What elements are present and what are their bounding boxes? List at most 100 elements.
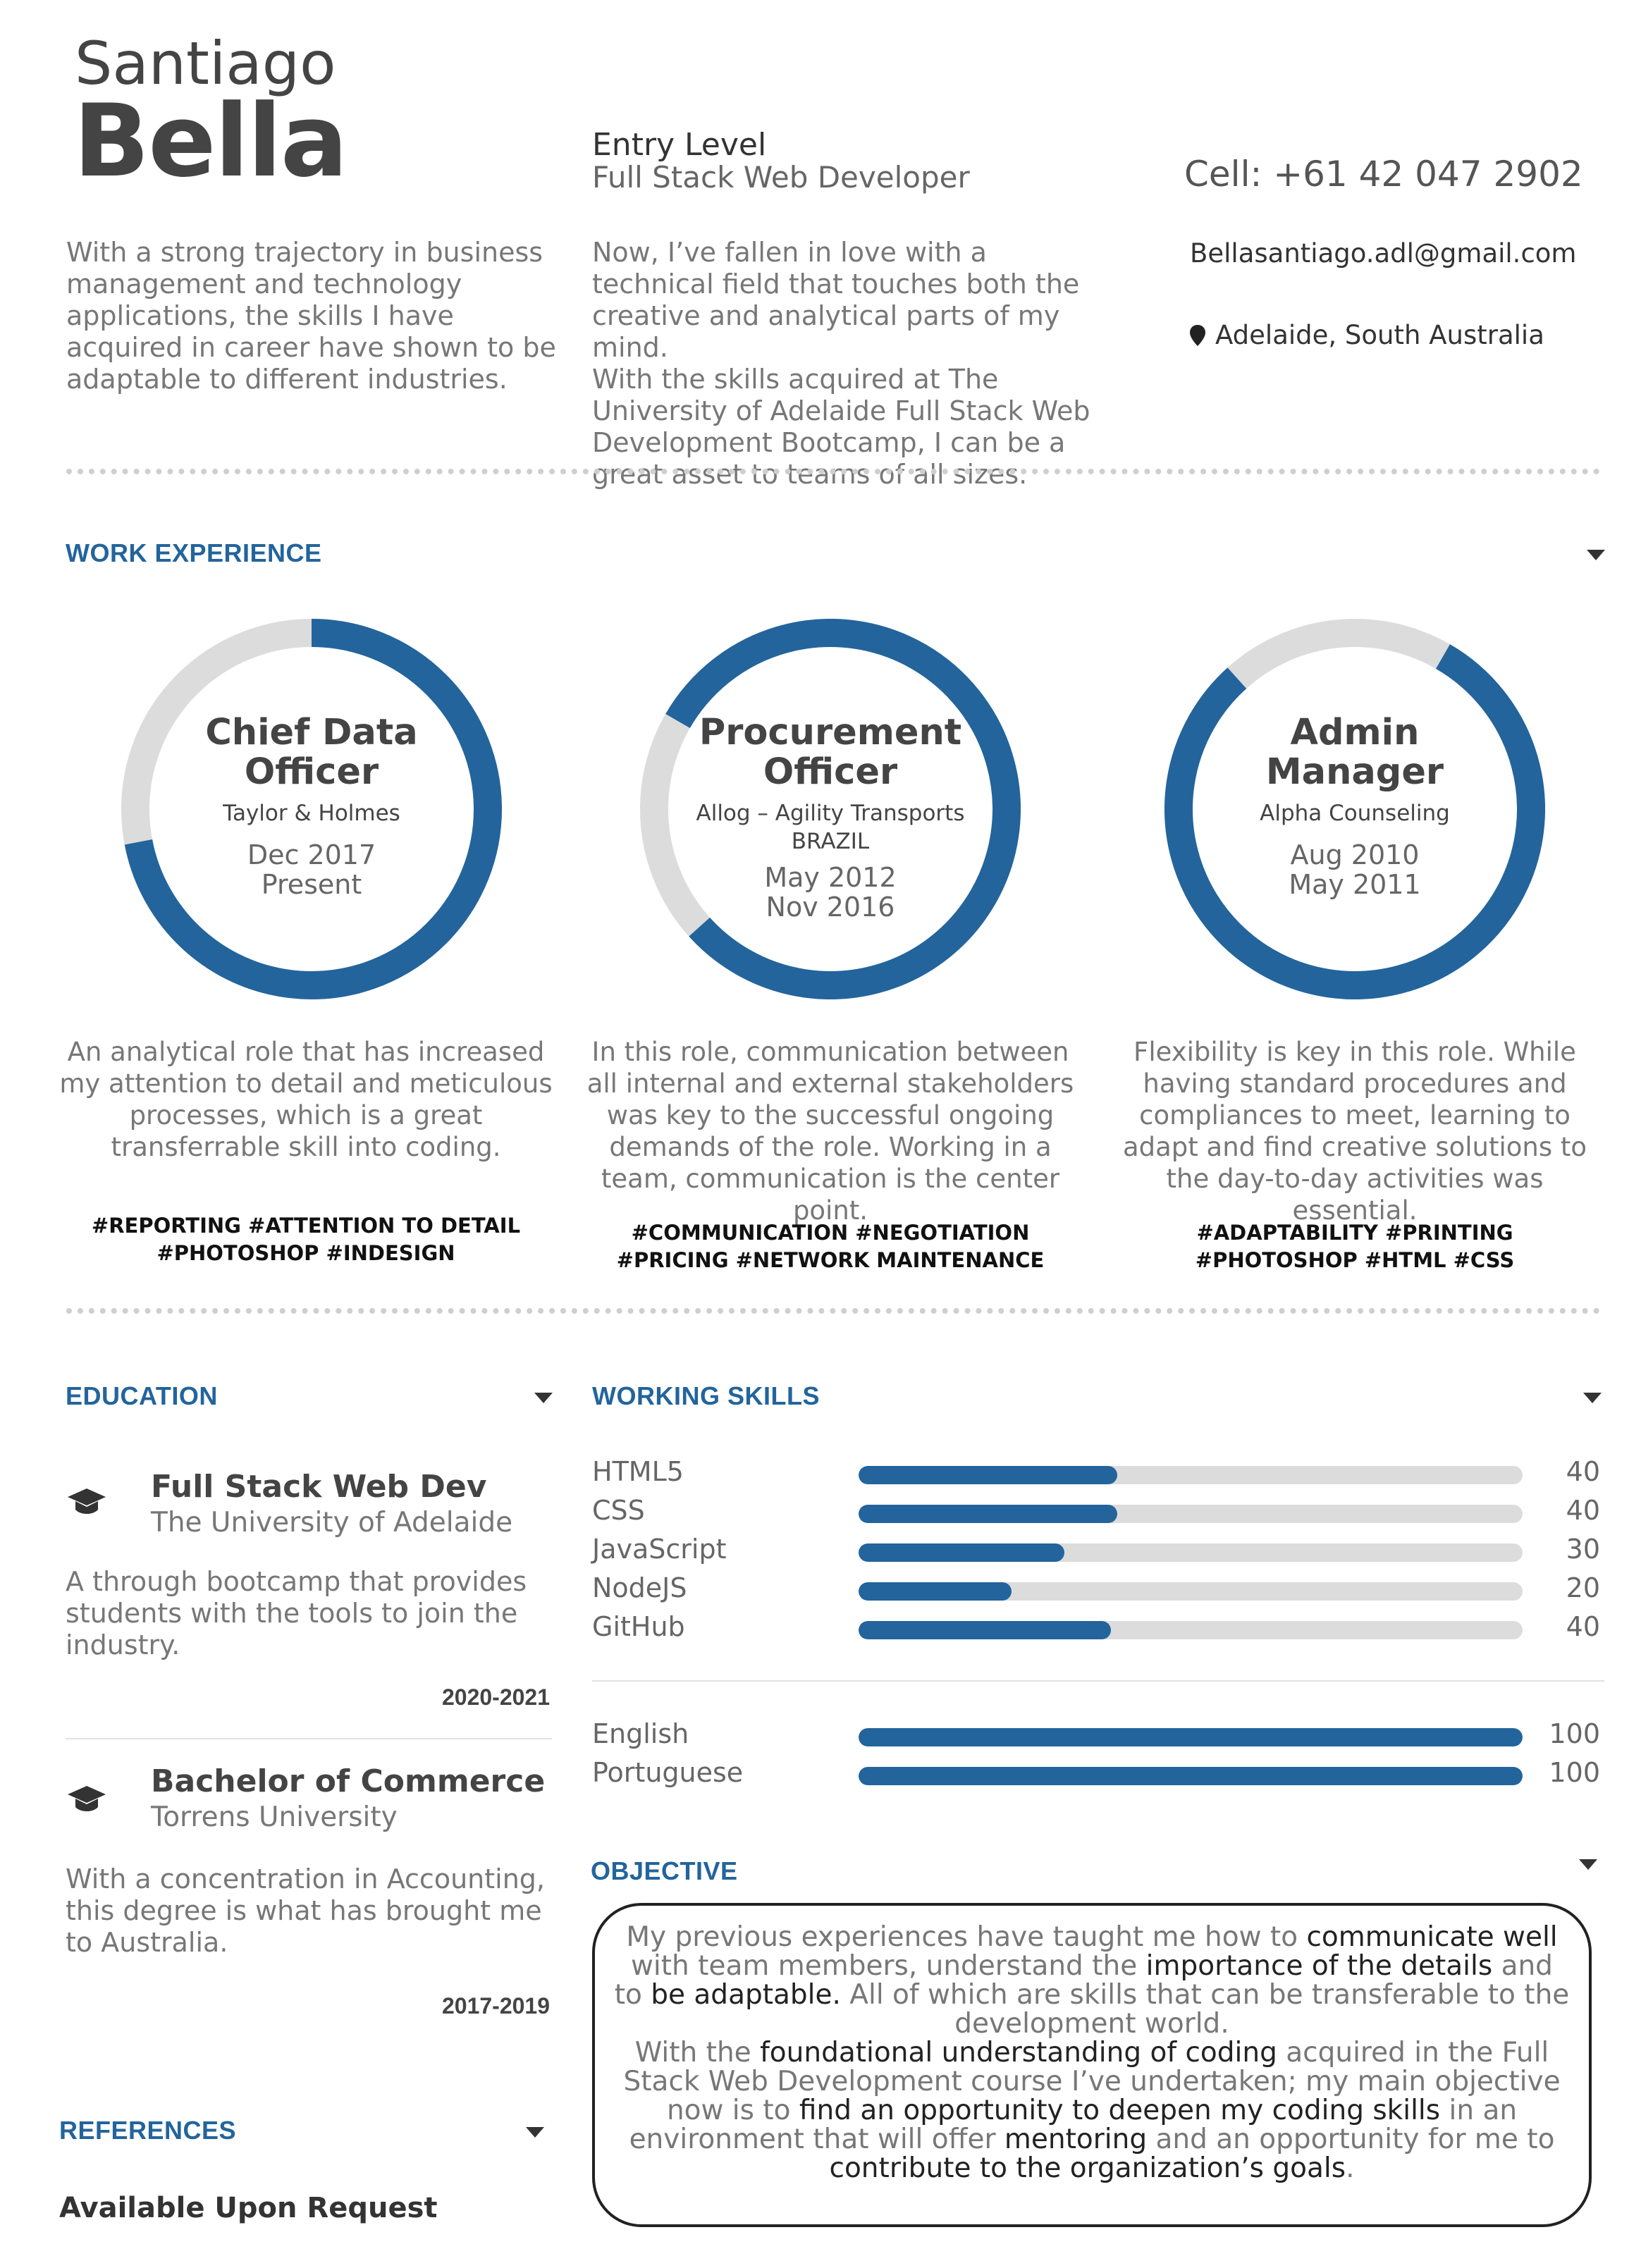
intro-passion: Now, I’ve fallen in love with a technica… [592, 237, 1100, 491]
degree-title: Bachelor of Commerce [151, 1763, 546, 1799]
school-name: Torrens University [151, 1801, 398, 1833]
objective-heading: OBJECTIVE [591, 1856, 738, 1885]
objective-segment: with team members, understand the [631, 1950, 1146, 1982]
skills-divider [592, 1680, 1604, 1682]
skill-bar-fill [859, 1767, 1523, 1785]
tags-line: #REPORTING #ATTENTION TO DETAIL [91, 1214, 521, 1238]
job-date-end: Nov 2016 [766, 892, 895, 923]
job-card-center: Chief Data Officer Taylor & Holmes Dec 2… [121, 713, 502, 900]
skill-bar-track [859, 1466, 1523, 1484]
objective-segment: With the [634, 2037, 761, 2069]
objective-highlight: find an opportunity to deepen my coding … [799, 2095, 1441, 2126]
education-heading: EDUCATION [66, 1381, 218, 1410]
graduation-cap-icon [68, 1489, 106, 1514]
skill-value: 30 [1566, 1534, 1600, 1565]
job-title-line: Officer [763, 751, 898, 793]
collapse-caret-icon[interactable] [534, 1393, 553, 1403]
job-card-center: Procurement Officer Allog – Agility Tran… [640, 713, 1021, 923]
tags-line: #PRICING #NETWORK MAINTENANCE [616, 1248, 1045, 1272]
objective-highlight: communicate well [1306, 1921, 1558, 1953]
phone-number: Cell: +61 42 047 2902 [1184, 154, 1583, 195]
job-card-center: Admin Manager Alpha Counseling Aug 2010 … [1164, 713, 1545, 900]
collapse-caret-icon[interactable] [1579, 1859, 1597, 1870]
tags-line: #PHOTOSHOP #INDESIGN [156, 1241, 455, 1265]
skill-name: CSS [592, 1495, 645, 1526]
job-title-line: Officer [244, 751, 379, 793]
degree-years: 2017-2019 [441, 1993, 550, 2019]
location: Adelaide, South Australia [1188, 320, 1544, 350]
job-description: In this role, communication between all … [586, 1037, 1074, 1226]
objective-segment: acquired in the Full Stack Web Developme… [623, 2037, 1561, 2126]
education-divider [66, 1738, 552, 1739]
skill-value: 100 [1549, 1718, 1600, 1749]
job-title-3: Admin Manager [1164, 713, 1545, 792]
collapse-caret-icon[interactable] [526, 2127, 544, 2138]
intro-passion-para1: Now, I’ve fallen in love with a technica… [592, 237, 1080, 363]
skill-bar-track [859, 1767, 1523, 1785]
role-level: Entry Level [592, 127, 767, 163]
job-date-start: May 2012 [764, 862, 897, 893]
degree-years: 2020-2021 [441, 1684, 550, 1710]
working-skills-heading: WORKING SKILLS [592, 1381, 820, 1410]
job-title-line: Manager [1265, 751, 1444, 793]
job-tags: #REPORTING #ATTENTION TO DETAIL #PHOTOSH… [59, 1212, 553, 1267]
first-name: Santiago [75, 29, 336, 98]
ring-progress [1164, 619, 1545, 999]
skill-bar-fill [859, 1582, 1012, 1601]
divider-top [66, 469, 1600, 474]
ring-progress [121, 619, 502, 999]
job-title-line: Admin [1290, 712, 1420, 753]
map-pin-icon [1190, 324, 1205, 346]
tags-line: #COMMUNICATION #NEGOTIATION [631, 1221, 1030, 1245]
job-title-1: Chief Data Officer [121, 713, 502, 792]
job-title-line: Procurement [699, 712, 962, 753]
skill-bar-track [859, 1582, 1523, 1601]
skill-bar-fill [859, 1543, 1065, 1562]
skill-bar-fill [859, 1505, 1118, 1523]
degree-description: A through bootcamp that provides student… [66, 1566, 527, 1660]
collapse-caret-icon[interactable] [1583, 1393, 1602, 1403]
objective-box [592, 1903, 1592, 2227]
intro-summary: With a strong trajectory in business man… [66, 237, 556, 395]
job-tags: #COMMUNICATION #NEGOTIATION #PRICING #NE… [584, 1219, 1077, 1274]
skill-bar-track [859, 1543, 1523, 1562]
last-name: Bella [73, 83, 348, 199]
skill-bar-track [859, 1621, 1523, 1639]
objective-text: My previous experiences have taught me h… [613, 1923, 1571, 2183]
email-address: Bellasantiago.adl@gmail.com [1190, 238, 1577, 269]
skill-bar-fill [859, 1728, 1523, 1746]
ring-progress [640, 619, 1021, 999]
skill-name: HTML5 [592, 1456, 684, 1487]
objective-segment: and to [614, 1950, 1553, 2011]
job-title-line: Chief Data [205, 712, 418, 753]
skill-name: NodeJS [592, 1572, 687, 1603]
degree-description: With a concentration in Accounting, this… [66, 1863, 545, 1958]
skill-value: 40 [1566, 1456, 1600, 1487]
job-tags: #ADAPTABILITY #PRINTING #PHOTOSHOP #HTML… [1108, 1219, 1602, 1274]
school-name: The University of Adelaide [151, 1507, 513, 1539]
references-text: Available Upon Request [59, 2192, 438, 2224]
collapse-caret-icon[interactable] [1587, 550, 1605, 560]
location-text: Adelaide, South Australia [1215, 320, 1544, 350]
objective-highlight: mentoring [1004, 2124, 1148, 2155]
tags-line: #PHOTOSHOP #HTML #CSS [1195, 1248, 1515, 1272]
objective-highlight: importance of the details [1145, 1950, 1493, 1982]
job-ring-chart [121, 619, 502, 999]
job-ring-chart [640, 619, 1021, 999]
job-dates: Aug 2010 May 2011 [1164, 840, 1545, 899]
job-title-2: Procurement Officer [640, 713, 1021, 792]
skill-name: GitHub [592, 1611, 685, 1642]
work-experience-heading: WORK EXPERIENCE [66, 538, 322, 567]
objective-segment: All of which are skills that can be tran… [840, 1979, 1570, 2040]
degree-title: Full Stack Web Dev [151, 1469, 487, 1505]
skill-bar-track [859, 1505, 1523, 1523]
role-title: Full Stack Web Developer [592, 160, 970, 195]
company-name: Allog – Agility Transports BRAZIL [640, 799, 1021, 856]
company-name: Alpha Counseling [1260, 801, 1450, 826]
skill-value: 40 [1566, 1495, 1600, 1526]
job-ring-chart [1164, 619, 1545, 999]
intro-passion-para2: With the skills acquired at The Universi… [592, 364, 1090, 490]
job-dates: Dec 2017 Present [121, 840, 502, 899]
objective-segment: and an opportunity for me to [1147, 2124, 1555, 2155]
skill-name: Portuguese [592, 1757, 744, 1788]
